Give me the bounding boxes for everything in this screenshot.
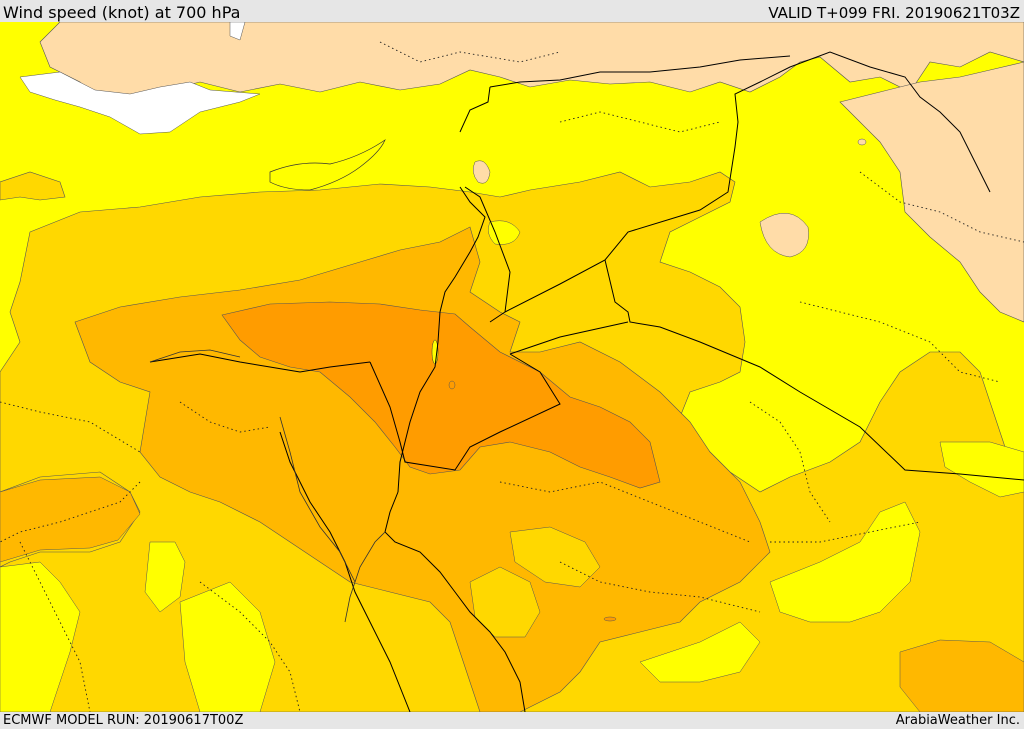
calm-patch-east xyxy=(759,213,809,258)
wind-island-south-1 xyxy=(144,541,186,613)
province-boundaries xyxy=(0,41,1024,712)
lake-small-2 xyxy=(603,616,617,622)
wind-band-3-se xyxy=(899,639,1024,712)
island-cyprus xyxy=(269,139,386,191)
country-borders xyxy=(149,51,1024,712)
wind-island-center xyxy=(488,220,521,245)
calm-patch-syria xyxy=(472,160,491,184)
lake-small-1 xyxy=(448,380,456,390)
wind-island-south-2 xyxy=(0,561,81,712)
map-footer: ECMWF MODEL RUN: 20190617T00Z ArabiaWeat… xyxy=(0,712,1024,729)
wind-island-se-3 xyxy=(939,441,1024,498)
wind-island-se-1 xyxy=(769,501,921,623)
map-header: Wind speed (knot) at 700 hPa VALID T+099… xyxy=(0,0,1024,22)
model-run-label: ECMWF MODEL RUN: 20190617T00Z xyxy=(3,713,244,728)
lake-small-3 xyxy=(857,138,867,146)
wind-band-4 xyxy=(221,301,661,489)
wind-band-3-west xyxy=(0,476,141,563)
wind-island-se-2 xyxy=(639,621,761,683)
calm-land-east xyxy=(839,61,1024,323)
wind-island-south-3 xyxy=(179,581,276,712)
wind-island-south-4 xyxy=(509,526,601,588)
sea-patch-west xyxy=(19,71,261,135)
credit-label: ArabiaWeather Inc. xyxy=(895,713,1020,728)
valid-time: VALID T+099 FRI. 20190621T03Z xyxy=(768,4,1020,22)
coastlines xyxy=(149,349,386,623)
map-title: Wind speed (knot) at 700 hPa xyxy=(3,3,241,22)
map-canvas xyxy=(0,22,1024,712)
sea-patch-north xyxy=(229,22,246,41)
wind-speed-map xyxy=(0,22,1024,712)
